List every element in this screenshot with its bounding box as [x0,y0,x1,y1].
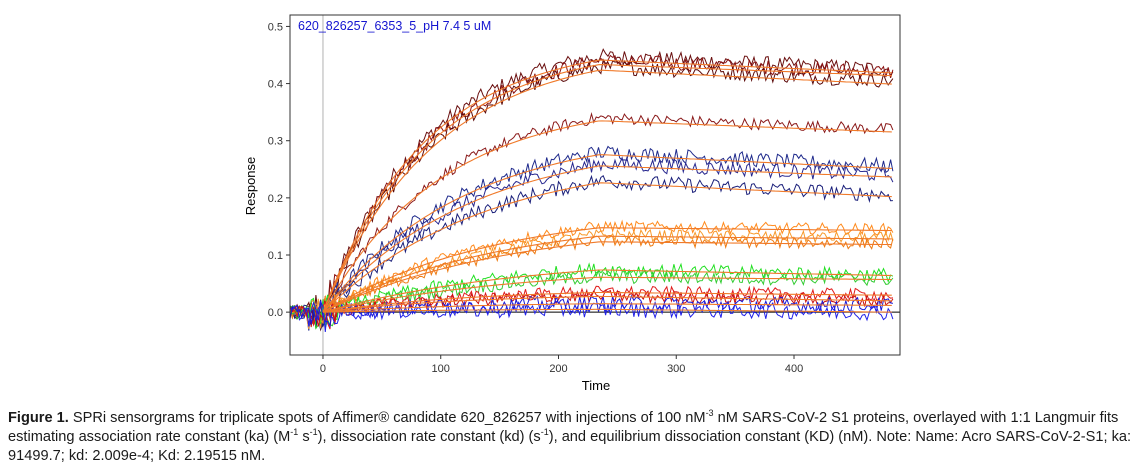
caption-sup-3: -1 [309,427,318,438]
fit-curve-8 [322,227,892,313]
fit-curve-4 [322,120,892,313]
fit-curve-3 [322,69,892,313]
caption-text-4: ), dissociation rate constant (kd) (s [317,429,541,445]
figure-caption: Figure 1. SPRi sensorgrams for triplicat… [8,409,1144,466]
caption-text-5: ), and equilibrium dissociation constant… [8,429,1132,464]
fit-curve-14 [322,295,892,313]
y-tick-label: 0.2 [268,193,283,205]
fit-curve-16 [323,308,892,313]
series-trace-6 [290,155,894,330]
y-axis-label: Response [243,157,258,216]
fit-curve-7 [322,182,892,313]
fit-curve-12 [322,276,892,313]
series-trace-10 [290,234,894,320]
y-tick-label: 0.5 [268,21,283,33]
caption-label: Figure 1. [8,410,69,426]
x-tick-label: 100 [432,363,450,375]
series-trace-7 [290,174,893,328]
series-trace-1 [290,48,894,323]
caption-sup-2: -1 [290,427,299,438]
fit-curve-2 [322,64,892,313]
x-tick-label: 400 [785,363,803,375]
fit-curve-1 [322,59,892,313]
caption-sup-1: -3 [705,408,714,419]
series-trace-5 [290,145,894,331]
caption-text-2: nM SARS-CoV-2 S1 proteins, overlayed wit… [8,410,1119,445]
series-trace-3 [290,58,894,332]
fit-curve-10 [322,241,892,313]
y-tick-label: 0.0 [268,307,283,319]
caption-sup-4: -1 [540,427,549,438]
sensorgram-chart: 0 100 200 300 400 0.0 0.1 0.2 0.3 0.4 0.5 620_8262… [243,14,901,393]
y-tick-label: 0.4 [268,79,283,91]
x-tick-label: 0 [320,363,326,375]
fit-curve-15 [322,303,892,313]
fit-curve-5 [322,154,892,313]
plot-frame [289,14,901,356]
x-tick-label: 300 [667,363,685,375]
y-tick-label: 0.1 [268,250,283,262]
x-axis-label: Time [582,378,610,393]
fit-curve-11 [322,269,892,313]
axes: 0 100 200 300 400 0.0 0.1 0.2 0.3 0.4 0.5 [268,14,901,375]
fit-curve-6 [322,165,892,313]
x-tick-label: 200 [549,363,567,375]
fit-curve-13 [322,291,892,313]
chart-title: 620_826257_6353_5_pH 7.4 5 uM [298,19,491,33]
plot-area [290,15,900,355]
caption-text-3: s [298,429,310,445]
fit-curve-9 [322,235,892,313]
y-tick-label: 0.3 [268,136,283,148]
caption-text-1: SPRi sensorgrams for triplicate spots of… [68,410,706,426]
